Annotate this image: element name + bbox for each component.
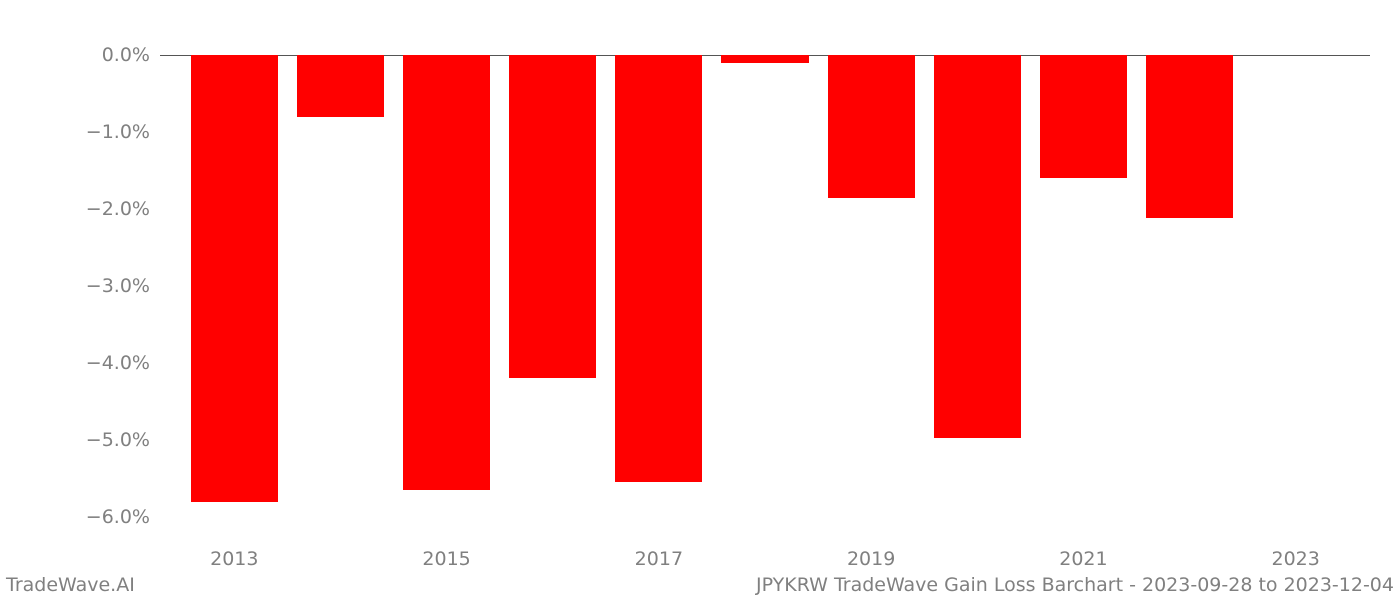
- bar-2020: [934, 55, 1021, 438]
- y-tick-label: −3.0%: [86, 275, 150, 297]
- y-tick-label: −6.0%: [86, 506, 150, 528]
- bar-2021: [1040, 55, 1127, 178]
- bar-2014: [297, 55, 384, 117]
- y-tick-label: −2.0%: [86, 198, 150, 220]
- x-tick-label: 2021: [1059, 548, 1107, 570]
- y-tick-label: −4.0%: [86, 352, 150, 374]
- figure: TradeWave.AI JPYKRW TradeWave Gain Loss …: [0, 0, 1400, 600]
- x-tick-label: 2023: [1272, 548, 1320, 570]
- x-tick-label: 2015: [422, 548, 470, 570]
- x-tick-label: 2019: [847, 548, 895, 570]
- plot-area: [160, 40, 1370, 540]
- bar-2013: [191, 55, 278, 501]
- x-tick-label: 2013: [210, 548, 258, 570]
- bar-2017: [615, 55, 702, 482]
- bar-2019: [828, 55, 915, 197]
- footer-left-text: TradeWave.AI: [6, 574, 135, 596]
- footer-right-text: JPYKRW TradeWave Gain Loss Barchart - 20…: [756, 574, 1394, 596]
- y-tick-label: −1.0%: [86, 121, 150, 143]
- y-tick-label: −5.0%: [86, 429, 150, 451]
- x-tick-label: 2017: [635, 548, 683, 570]
- bar-2022: [1146, 55, 1233, 218]
- bar-2015: [403, 55, 490, 490]
- bar-2016: [509, 55, 596, 378]
- y-tick-label: 0.0%: [102, 44, 150, 66]
- bar-2018: [721, 55, 808, 63]
